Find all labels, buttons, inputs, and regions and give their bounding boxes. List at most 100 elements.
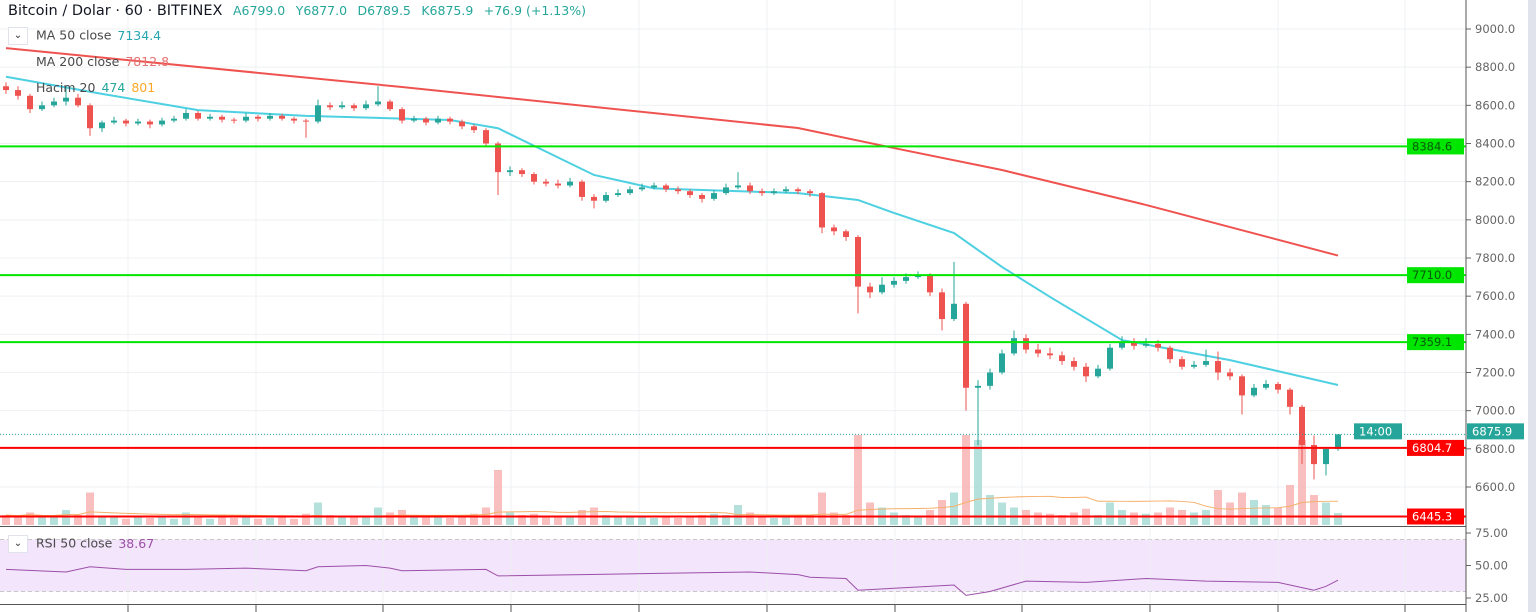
rsi-line: [5, 564, 1339, 596]
candle: [147, 119, 153, 129]
candle: [315, 99, 321, 124]
candle: [1023, 334, 1029, 354]
volume-bar: [122, 518, 130, 525]
volume-bar: [218, 517, 226, 525]
candle: [519, 168, 525, 177]
candle-body: [603, 195, 609, 201]
volume-bar: [14, 516, 22, 525]
candle-body: [891, 280, 897, 285]
candle: [351, 103, 357, 112]
candle-body: [1095, 368, 1101, 377]
volume-bar: [1298, 440, 1306, 525]
legend-rsi[interactable]: ⌄ RSI 50 close 38.67: [8, 535, 154, 553]
candle: [1227, 368, 1233, 381]
volume-bar: [650, 518, 658, 525]
price-axis-tick-label: 9000.0: [1475, 22, 1515, 36]
volume-bar: [602, 515, 610, 525]
candle: [411, 115, 417, 123]
collapse-legend-chevron-icon[interactable]: ⌄: [8, 27, 28, 45]
volume-bar: [1046, 513, 1054, 525]
candle: [267, 112, 273, 121]
candle: [807, 189, 813, 197]
candle-body: [1191, 364, 1197, 367]
candle-body: [63, 97, 69, 102]
candle-body: [519, 170, 525, 175]
candle-body: [339, 105, 345, 108]
ohlc-low: D6789.5: [357, 3, 411, 18]
candle-body: [951, 303, 957, 320]
candle: [567, 177, 573, 188]
candle-body: [39, 105, 45, 110]
candle-body: [231, 119, 237, 121]
candle-body: [615, 193, 621, 196]
candle-body: [327, 105, 333, 108]
volume-bar: [950, 492, 958, 525]
rsi-axis-tick-label: 50.00: [1475, 559, 1508, 573]
candle-body: [183, 112, 189, 119]
volume-bar: [722, 515, 730, 525]
price-axis-tick-label: 8600.0: [1475, 98, 1515, 112]
volume-bar: [530, 513, 538, 525]
volume-bar: [182, 512, 190, 525]
legend-ma200[interactable]: MA 200 close 7812.8: [8, 54, 169, 69]
volume-ma-line: [5, 495, 1339, 518]
candle-body: [1287, 389, 1293, 407]
candle-body: [435, 118, 441, 123]
ma200-value: 7812.8: [125, 54, 170, 69]
candle: [783, 186, 789, 194]
candle: [135, 118, 141, 126]
candle: [1107, 343, 1113, 371]
candle: [711, 190, 717, 201]
volume-bar: [890, 512, 898, 525]
volume-bar: [1250, 500, 1258, 525]
candle-body: [471, 126, 477, 131]
candle-body: [399, 109, 405, 121]
candle: [951, 261, 957, 321]
volume-bar: [230, 518, 238, 525]
candle: [627, 186, 633, 196]
candle-body: [111, 120, 117, 123]
volume-bar: [1214, 490, 1222, 525]
ohlc-close: K6875.9: [421, 3, 474, 18]
volume-bar: [830, 512, 838, 525]
candle: [183, 109, 189, 121]
level-price-badge: 7710.0: [1412, 268, 1452, 282]
candle: [843, 229, 849, 241]
candle: [327, 102, 333, 111]
candle: [1083, 362, 1089, 383]
volume-bar: [554, 517, 562, 525]
candle: [1131, 338, 1137, 350]
candle: [1251, 383, 1257, 398]
legend-volume[interactable]: Hacim 20 474 801: [8, 80, 155, 95]
candle-body: [1179, 359, 1185, 367]
candle-body: [1275, 383, 1281, 390]
volume-bar: [446, 518, 454, 525]
candle-body: [639, 187, 645, 190]
candle-body: [51, 101, 57, 106]
volume-bar: [458, 515, 466, 525]
candle: [1203, 349, 1209, 367]
collapse-rsi-chevron-icon[interactable]: ⌄: [8, 535, 28, 553]
volume-bar: [782, 517, 790, 525]
volume-bar: [470, 513, 478, 525]
candle-body: [1143, 343, 1149, 346]
ohlc-change: +76.9 (+1.13%): [483, 3, 586, 18]
volume-bar: [998, 502, 1006, 525]
candle: [27, 93, 33, 113]
candle-body: [1047, 353, 1053, 356]
volume-bar: [410, 517, 418, 525]
volume-bar: [818, 492, 826, 525]
legend-ma50[interactable]: ⌄ MA 50 close 7134.4: [8, 27, 161, 45]
candle-body: [987, 372, 993, 386]
volume-label: Hacim 20: [36, 80, 96, 95]
candle-body: [1323, 449, 1329, 465]
candle: [363, 100, 369, 111]
candle: [51, 97, 57, 108]
candle: [675, 186, 681, 195]
candle-body: [507, 170, 513, 173]
candle-body: [663, 185, 669, 190]
candle-body: [579, 181, 585, 197]
candle: [243, 112, 249, 123]
candle-body: [975, 385, 981, 388]
